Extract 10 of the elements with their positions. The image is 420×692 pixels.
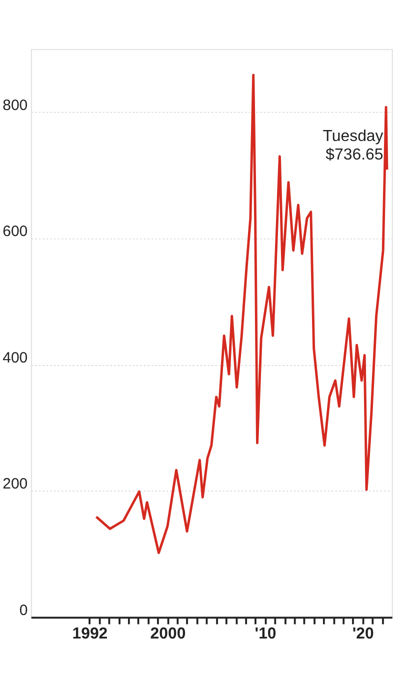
x-tick-label: '20	[352, 625, 374, 642]
y-tick-label: 200	[2, 476, 28, 493]
x-tick-label: '10	[254, 625, 276, 642]
x-tick-label: 1992	[72, 625, 108, 642]
y-tick-label: 0	[19, 602, 28, 619]
y-tick-label: 600	[2, 223, 28, 240]
y-tick-label: 400	[2, 349, 28, 366]
x-tick-label: 2000	[150, 625, 186, 642]
annotation: Tuesday $736.65	[322, 128, 384, 164]
y-tick-label: 800	[2, 96, 28, 114]
